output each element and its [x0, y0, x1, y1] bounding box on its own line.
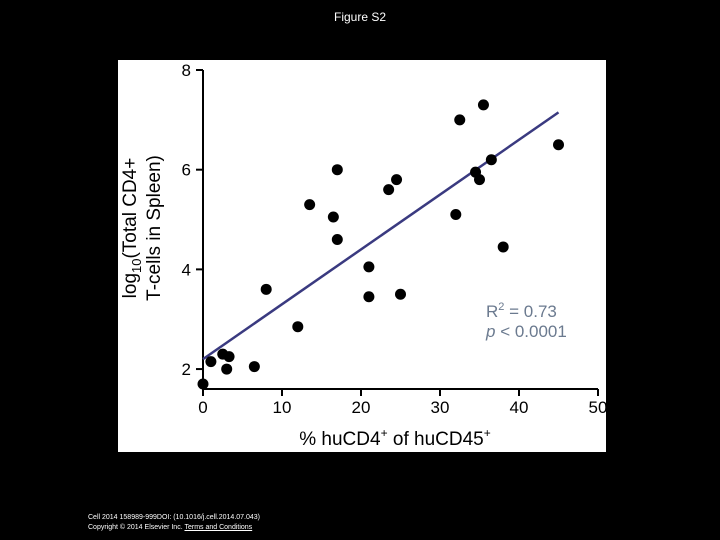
y-tick-label: 6: [182, 161, 191, 180]
data-point: [485, 154, 497, 166]
regression-line: [202, 111, 560, 361]
data-point: [477, 99, 489, 111]
copyright-line: Copyright © 2014 Elsevier Inc. Terms and…: [88, 523, 260, 533]
data-point: [197, 378, 209, 390]
y-axis-label-line1: log10(Total CD4+: [120, 158, 144, 299]
data-point: [553, 139, 564, 151]
x-tick-label: 20: [352, 398, 371, 417]
data-point: [383, 184, 395, 196]
footer: Cell 2014 158989-999DOI: (10.1016/j.cell…: [88, 513, 260, 533]
data-point: [223, 351, 235, 363]
figure-title: Figure S2: [333, 10, 387, 24]
x-axis-label: % huCD4+ of huCD45+: [299, 426, 490, 450]
p-value-annotation: p < 0.0001: [485, 322, 567, 341]
data-point: [363, 291, 375, 303]
data-point: [454, 114, 466, 126]
data-point: [221, 363, 233, 375]
data-point: [450, 209, 462, 221]
x-tick-label: 50: [589, 398, 606, 417]
citation-text: Cell 2014 158989-999DOI: (10.1016/j.cell…: [88, 514, 261, 521]
data-point: [331, 233, 343, 245]
data-point: [248, 361, 260, 373]
data-point: [304, 199, 316, 211]
data-point: [205, 356, 217, 368]
x-tick-label: 40: [510, 398, 529, 417]
copyright-text: Copyright © 2014 Elsevier Inc.: [88, 524, 183, 531]
x-tick-label: 0: [198, 398, 207, 417]
y-axis-label-line2: T-cells in Spleen): [144, 155, 165, 301]
data-point: [395, 288, 406, 300]
y-tick-label: 8: [182, 61, 191, 80]
data-point: [292, 321, 304, 333]
data-point: [497, 241, 509, 253]
data-point: [363, 261, 375, 273]
data-point: [327, 211, 339, 223]
scatter-chart: 0 10 20 30 40 50 2 4 6 8 log10(Total CD4+ T-cells…: [120, 61, 606, 450]
y-tick-label: 4: [182, 260, 191, 279]
data-point: [391, 174, 403, 186]
x-tick-label: 30: [431, 398, 450, 417]
chart-panel: 0 10 20 30 40 50 2 4 6 8 log10(Total CD4+ T-cells…: [118, 60, 606, 452]
data-point: [474, 174, 485, 186]
r-squared-annotation: R2 = 0.73: [486, 301, 557, 321]
data-point: [260, 283, 272, 295]
data-point: [331, 164, 343, 176]
terms-link[interactable]: Terms and Conditions: [184, 524, 253, 531]
x-tick-label: 10: [273, 398, 292, 417]
y-tick-label: 2: [182, 360, 191, 379]
